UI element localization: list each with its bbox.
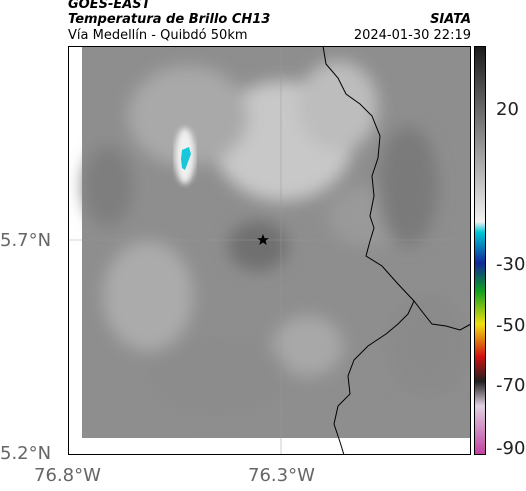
- colorbar-tick-label: -90: [496, 438, 526, 459]
- timestamp: 2024-01-30 22:19: [353, 28, 471, 43]
- agency-label: SIATA: [430, 12, 471, 27]
- brightness-temperature-field: [82, 46, 471, 438]
- latitude-label: 5.2°N: [0, 443, 52, 464]
- coastline-border: [322, 46, 471, 455]
- satellite-map[interactable]: [68, 46, 471, 455]
- colorbar: [474, 46, 486, 455]
- colorbar-tick-label: -70: [496, 375, 526, 396]
- colorbar-tick-label: -30: [496, 254, 526, 275]
- region-subtitle: Vía Medellín - Quibdó 50km: [68, 28, 248, 43]
- map-frame: [68, 46, 471, 455]
- product-title: Temperatura de Brillo CH13: [68, 12, 271, 27]
- longitude-label: 76.8°W: [34, 465, 101, 486]
- satellite-name: GOES-EAST: [68, 0, 151, 12]
- longitude-label: 76.3°W: [248, 465, 315, 486]
- latitude-label: 5.7°N: [0, 230, 52, 251]
- colorbar-tick-label: 20: [496, 99, 519, 120]
- colorbar-tick-label: -50: [496, 315, 526, 336]
- cold-cloud-top-cyan: [181, 147, 191, 170]
- location-marker: [257, 234, 269, 245]
- lat-lon-grid: [68, 46, 471, 455]
